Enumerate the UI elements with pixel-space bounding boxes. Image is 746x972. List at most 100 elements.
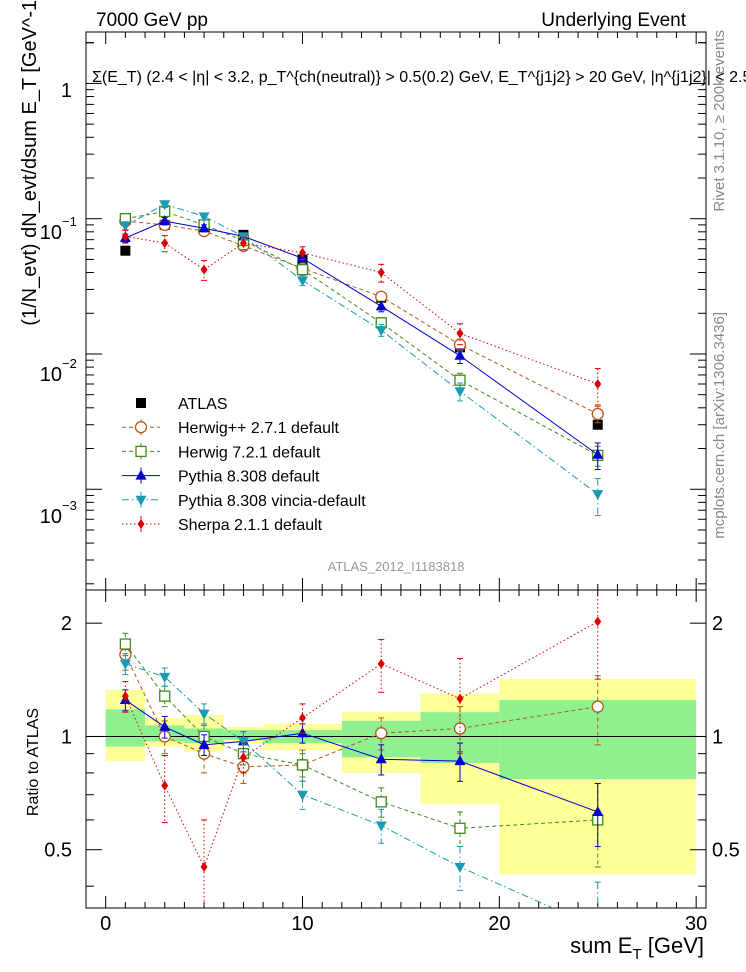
ratio-bands [105, 679, 697, 875]
ratio-point [299, 712, 307, 723]
ratio-point [375, 796, 387, 808]
ratio-point [297, 790, 309, 801]
x-tick-label: 0 [100, 913, 111, 935]
main-point [299, 247, 307, 258]
x-tick-label: 20 [488, 913, 510, 935]
main-point [161, 238, 169, 249]
ratio-point [456, 693, 464, 704]
legend-label-4: Pythia 8.308 vincia-default [178, 493, 366, 510]
ratio-point [592, 805, 604, 816]
ratio-point [200, 861, 208, 872]
ratio-point [375, 821, 387, 832]
main-point [297, 276, 309, 287]
main-line-1 [125, 220, 598, 415]
ratio-series-4 [121, 590, 602, 908]
ratio-y-tick-label-left: 0.5 [44, 840, 72, 862]
legend-label-5: Sherpa 2.1.1 default [178, 517, 323, 534]
ratio-point [454, 822, 466, 834]
main-point [594, 378, 602, 389]
main-point [159, 215, 171, 226]
main-line-3 [125, 220, 599, 456]
legend: ATLAS Herwig++ 2.7.1 default Herwig 7.2.1 … [122, 396, 366, 534]
ratio-y-title-text: Ratio to ATLAS [25, 708, 42, 816]
ratio-point [375, 753, 387, 764]
rivet-label-text: Rivet 3.1.10, ≥ 200k events [711, 30, 728, 212]
main-point [454, 387, 466, 398]
ratio-point [239, 752, 247, 763]
main-point [375, 326, 387, 337]
x-tick-labels: 0 10 20 30 [100, 913, 707, 935]
main-point [159, 200, 171, 211]
band-stat-0 [105, 709, 146, 747]
main-point [454, 349, 466, 360]
main-line-5 [125, 235, 598, 385]
ratio-point [198, 738, 210, 749]
legend-label-1: Herwig++ 2.7.1 default [178, 420, 340, 437]
main-point [591, 407, 604, 421]
y-tick-label-0.001: 10 [40, 506, 62, 528]
ratio-plot-frame [85, 589, 707, 909]
header-right: Underlying Event [541, 10, 686, 31]
main-point [200, 264, 208, 275]
main-point [296, 264, 309, 276]
main-point [456, 328, 464, 339]
legend-marker-5 [137, 519, 145, 529]
ratio-line-1 [124, 643, 598, 829]
main-line-4 [125, 203, 599, 495]
legend-marker-3 [135, 469, 147, 480]
ratio-y-tick-label-right: 1 [712, 726, 723, 748]
ratio-point [591, 700, 604, 713]
y-tick-label-0.01: 10 [40, 364, 62, 386]
legend-marker-2 [135, 445, 147, 458]
x-axis-title: sum ET [GeV] [570, 933, 704, 963]
main-series-group [119, 200, 604, 516]
legend-marker-1 [134, 421, 148, 434]
ratio-point [594, 616, 602, 627]
ratio-point [454, 755, 466, 766]
ratio-series-group [119, 590, 604, 908]
main-point [375, 300, 387, 311]
y-tick-label-0.1-exp: −1 [62, 214, 77, 229]
main-point [198, 222, 210, 233]
main-series-5 [121, 229, 602, 406]
rivet-label: Rivet 3.1.10, ≥ 200k events [711, 30, 728, 212]
main-point [119, 221, 131, 232]
ratio-y-axis-title: Ratio to ATLAS [25, 708, 42, 816]
ratio-point [161, 780, 169, 791]
ratio-line-3 [125, 663, 555, 908]
x-tick-label: 30 [685, 913, 707, 935]
ratio-point [159, 672, 171, 683]
main-point [592, 448, 604, 459]
legend-label-0: ATLAS [178, 396, 228, 413]
ratio-point [375, 727, 388, 740]
ratio-y-tick-labels: 0.5 0.5 1 1 2 2 [44, 613, 740, 862]
y-tick-label-1: 1 [61, 80, 72, 102]
ratio-point [121, 691, 129, 702]
x-tick-label: 10 [291, 913, 313, 935]
main-series-1 [119, 214, 604, 424]
main-point [239, 238, 247, 249]
main-point [592, 490, 604, 501]
legend-marker-4 [135, 495, 147, 506]
ratio-point [159, 690, 171, 702]
ratio-line-0 [124, 654, 598, 768]
plot-title: Σ(E_T) (2.4 < |η| < 3.2, p_T^{ch(neutral… [92, 69, 746, 86]
ratio-point [454, 862, 466, 873]
main-y-axis-title: (1/N_evt) dN_evt/dsum E_T [GeV^-1] [19, 0, 41, 326]
ratio-y-tick-label-left: 2 [61, 613, 72, 635]
ratio-y-tick-label-right: 2 [712, 613, 723, 635]
ratio-point [237, 737, 249, 748]
legend-marker-0 [136, 398, 146, 408]
main-point [592, 419, 603, 430]
ratio-point [377, 658, 385, 669]
ratio-line-4 [124, 621, 598, 869]
mcplots-label-text: mcplots.cern.ch [arXiv:1306.3436] [711, 312, 728, 539]
main-point [120, 245, 131, 256]
mcplots-label: mcplots.cern.ch [arXiv:1306.3436] [711, 312, 728, 539]
y-tick-label-0.1: 10 [40, 222, 62, 244]
main-point [198, 212, 210, 223]
ratio-point [159, 720, 171, 731]
legend-label-3: Pythia 8.308 default [178, 469, 320, 486]
ratio-series-3 [119, 653, 601, 908]
